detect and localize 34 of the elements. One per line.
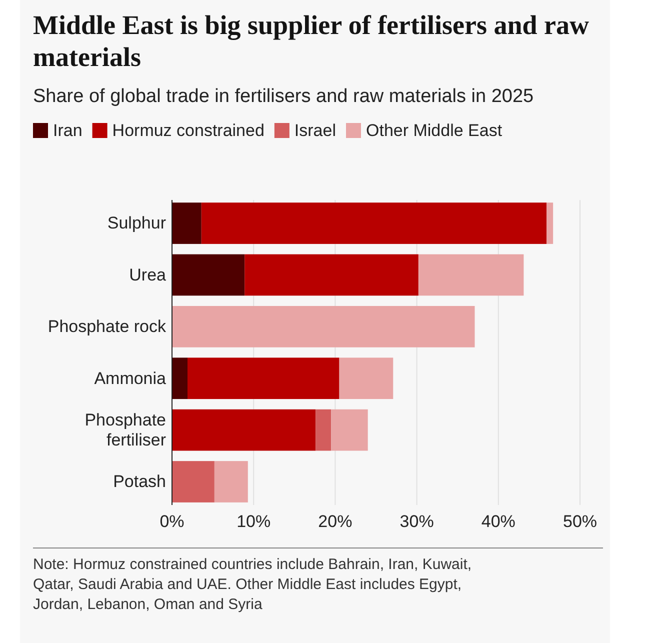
legend-label: Other Middle East [366,121,502,140]
bar [546,202,554,244]
x-tick-label: 20% [318,512,352,532]
y-tick-label: Sulphur [107,214,166,233]
bar [201,202,547,244]
chart-title: Middle East is big supplier of fertilisers and raw materials [33,10,590,72]
legend-label: Iran [53,121,82,140]
bar [172,202,202,244]
legend-label: Hormuz constrained [112,121,264,140]
chart-subtitle: Share of global trade in fertilisers and raw materials in 2025 [33,86,534,107]
bar [339,358,394,400]
bar [172,254,245,296]
bar [188,358,340,400]
bar [172,461,214,502]
bar [331,409,368,451]
text: Note: Hormuz constrained countries include Bahrain, Iran, Kuwait, Qatar, Saudi Arabia and UAE. Other Middle East includes Egypt, Jordan, Lebanon, Oman and Syria [33,556,472,613]
legend-label: Israel [294,121,336,140]
y-tick-label: Phosphate rock [48,317,166,336]
y-tick-label: Urea [129,265,167,284]
y-tick-label: Potash [113,472,166,492]
bar [316,409,332,451]
bar [214,461,248,502]
x-tick-label: 40% [481,512,516,532]
bar [418,254,524,296]
x-tick-label: 30% [400,512,434,532]
x-tick-label: 10% [236,512,271,532]
bar [172,409,316,451]
bar [172,306,475,348]
bar [172,358,188,400]
y-tick-label: Phosphate fertiliser [84,410,166,450]
x-tick-label: 0% [160,512,184,532]
y-tick-label: Ammonia [94,368,167,388]
x-tick-label: 50% [562,512,598,532]
bar [244,254,418,296]
